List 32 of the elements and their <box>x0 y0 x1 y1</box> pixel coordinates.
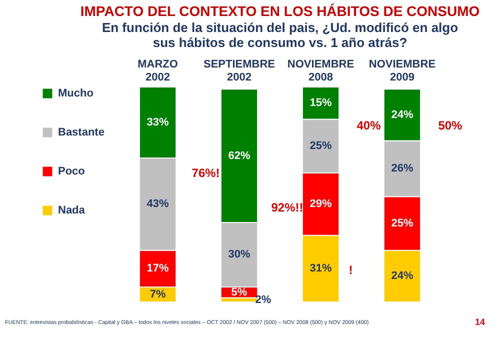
annotation: ! <box>348 262 353 277</box>
data-label: 24% <box>391 108 414 121</box>
data-label: 62% <box>228 150 250 162</box>
data-label: 24% <box>391 270 414 282</box>
legend-label: Mucho <box>58 88 94 100</box>
x-tick-label: SEPTIEMBRE 2002 <box>204 58 276 84</box>
data-label: 25% <box>391 218 414 230</box>
legend-label: Poco <box>58 166 86 178</box>
legend-label: Nada <box>58 204 86 216</box>
data-label: 30% <box>228 248 250 261</box>
annotation: 40% <box>356 118 382 133</box>
data-label: 43% <box>146 198 169 210</box>
data-label: 33% <box>146 116 169 128</box>
data-label: 31% <box>310 262 332 275</box>
annotation: 50% <box>438 118 463 133</box>
data-label: 15% <box>310 97 332 110</box>
text: 14 <box>474 317 485 327</box>
legend-label: Bastante <box>58 126 104 138</box>
data-label: 7% <box>150 288 166 300</box>
data-label: 25% <box>310 140 332 152</box>
chart-title: IMPACTO DEL CONTEXTO EN LOS HÁBITOS DE CONSUMO <box>80 3 480 19</box>
x-tick-label: NOVIEMBRE 2009 <box>368 58 436 84</box>
x-tick-label: MARZO 2002 <box>138 58 178 84</box>
data-label: 26% <box>391 162 414 175</box>
data-label: 29% <box>310 198 332 210</box>
annotation: 92%!! <box>271 200 304 214</box>
chart-subtitle: En función de la situación del pais, ¿Ud. modificó en algo sus hábitos de consumo vs. 1 año atrás? <box>102 20 458 50</box>
x-tick-label: NOVIEMBRE 2008 <box>287 58 354 84</box>
data-label: 5% <box>231 286 248 298</box>
data-label: 17% <box>146 262 169 275</box>
data-label: 2% <box>255 294 272 306</box>
annotation: 76%! <box>192 166 220 180</box>
